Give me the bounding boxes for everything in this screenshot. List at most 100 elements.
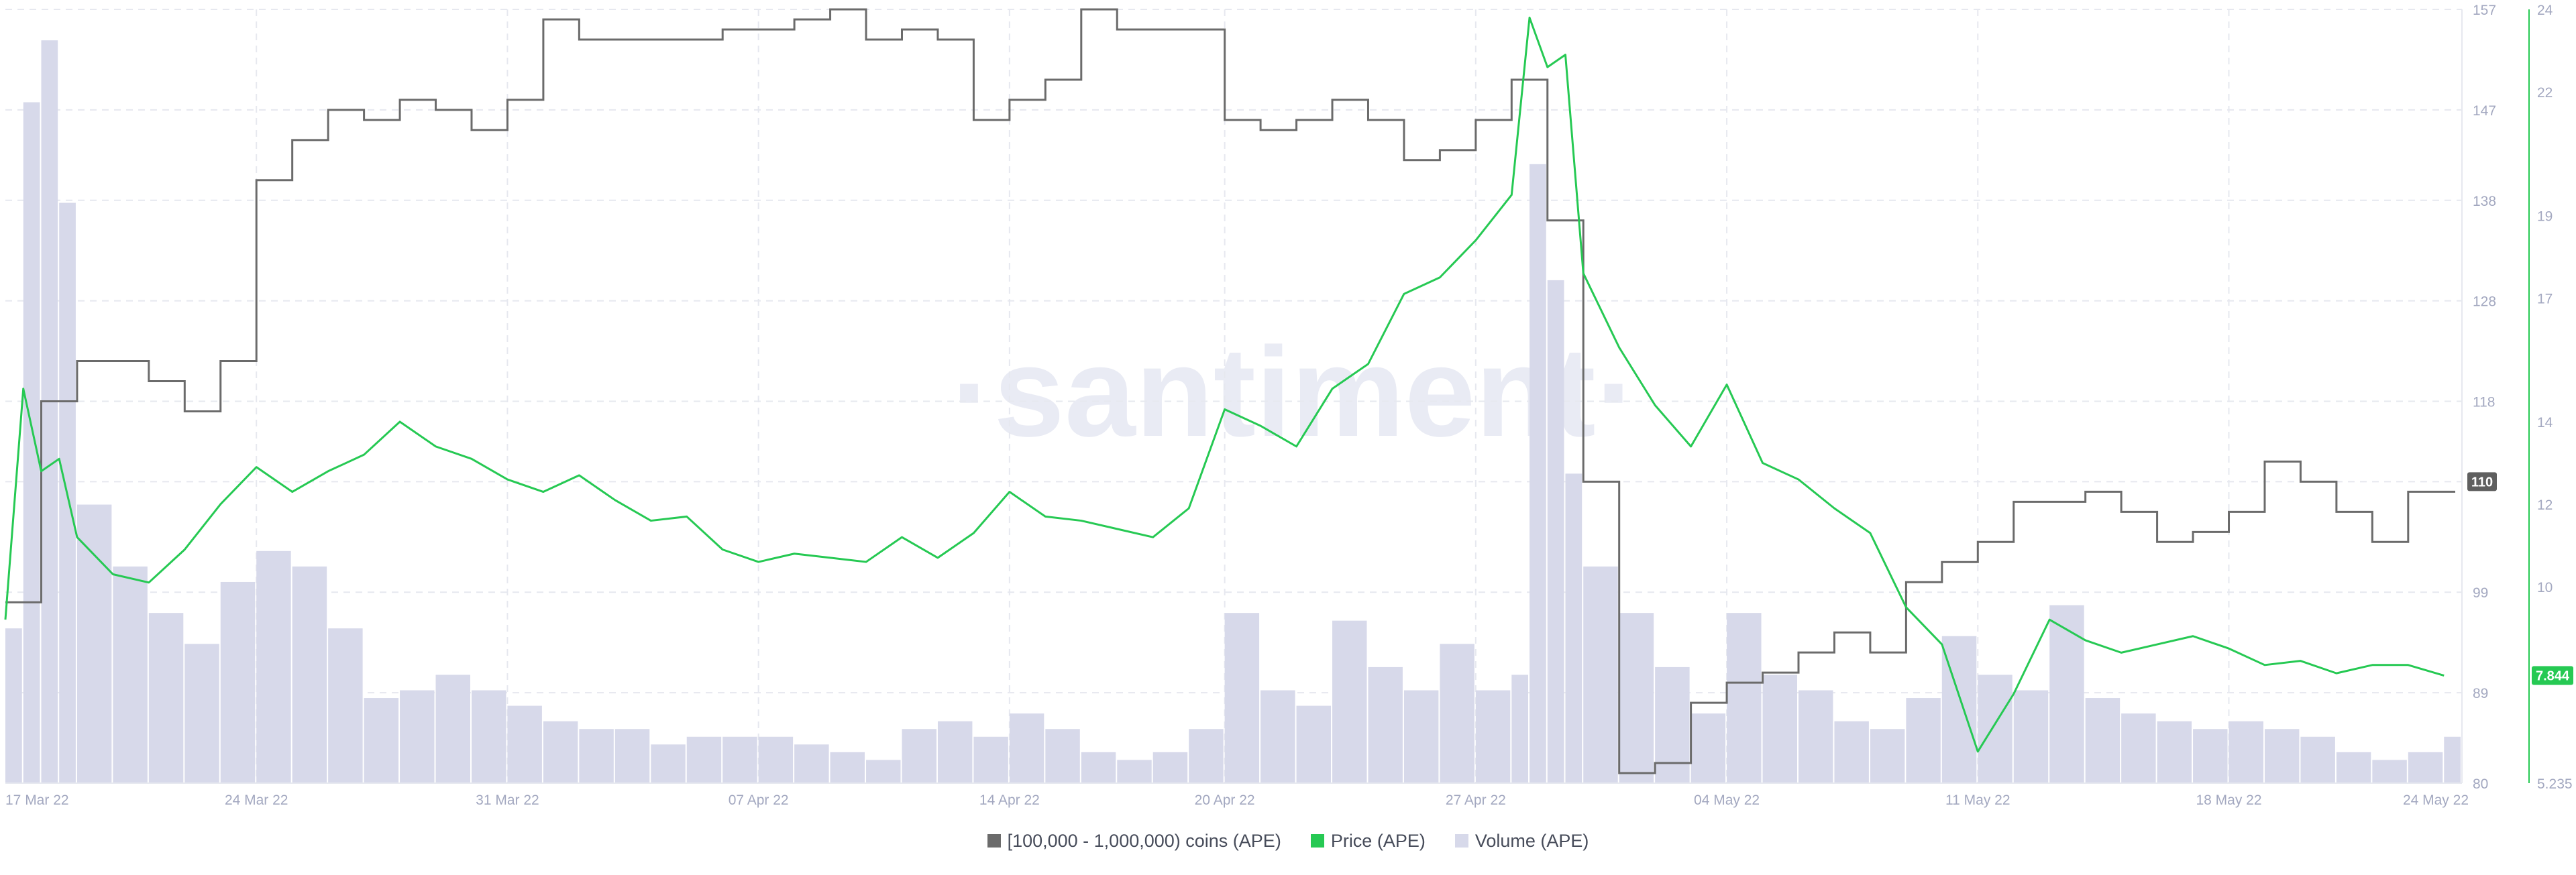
x-tick-label: 27 Apr 22 [1446, 793, 1506, 808]
holders-tick-label: 157 [2473, 3, 2496, 18]
volume-bar [148, 613, 184, 783]
volume-bar [1296, 705, 1332, 783]
x-tick-label: 07 Apr 22 [729, 793, 789, 808]
volume-bar [902, 729, 936, 783]
volume-bar [184, 644, 219, 783]
volume-bar [758, 736, 794, 783]
holders-tick-label: 128 [2473, 294, 2496, 310]
x-tick-label: 04 May 22 [1694, 793, 1760, 808]
volume-bar [2229, 721, 2263, 783]
volume-bar [1368, 666, 1403, 783]
volume-bar [1475, 690, 1511, 783]
volume-bar [1529, 164, 1546, 784]
x-tick-label: 31 Mar 22 [476, 793, 539, 808]
volume-bar [256, 550, 291, 783]
volume-bar [364, 698, 399, 783]
price-current-badge [2532, 666, 2573, 685]
volume-bar [1224, 613, 1260, 783]
axes: 17 Mar 22 24 Mar 22 31 Mar 22 07 Apr 22 14 A… [5, 3, 2573, 808]
holders-tick-label: 118 [2473, 394, 2495, 410]
volume-bar [1727, 613, 1762, 783]
holders-tick-label: 80 [2473, 776, 2488, 792]
x-tick-label: 18 May 22 [2196, 793, 2261, 808]
volume-bar [2444, 736, 2461, 783]
volume-bar [1583, 566, 1618, 783]
price-tick-label: 17 [2537, 291, 2553, 306]
volume-bar [1152, 752, 1188, 783]
volume-bar [722, 736, 757, 783]
volume-bar [614, 729, 650, 783]
volume-bar [1655, 666, 1690, 783]
holders-current-value: 110 [2471, 475, 2493, 489]
price-tick-label: 19 [2537, 209, 2553, 224]
volume-bar [471, 690, 506, 783]
x-tick-label: 17 Mar 22 [5, 793, 69, 808]
volume-bar [2193, 729, 2228, 783]
holders-tick-label: 99 [2473, 585, 2488, 601]
volume-bar [1332, 620, 1367, 783]
volume-bar [1834, 721, 1869, 783]
volume-bar [2300, 736, 2335, 783]
x-tick-label: 11 May 22 [1945, 793, 2010, 808]
volume-bar [2085, 698, 2121, 783]
volume-bar [579, 729, 614, 783]
volume-bar [435, 675, 470, 783]
volume-bar [1762, 675, 1797, 783]
volume-bar [41, 40, 58, 783]
legend-label-price: Price (APE) [1330, 830, 1426, 851]
volume-bar [1117, 760, 1152, 783]
volume-bar [292, 566, 327, 783]
volume-bar [113, 566, 148, 783]
volume-bar [400, 690, 435, 783]
x-tick-label: 20 Apr 22 [1195, 793, 1255, 808]
volume-bar [2408, 752, 2443, 783]
volume-bar [686, 736, 722, 783]
holders-tick-label: 138 [2473, 194, 2496, 209]
price-tick-label: 12 [2537, 498, 2553, 513]
legend-item-volume[interactable]: Volume (APE) [1454, 831, 1589, 852]
legend-swatch-holders [987, 834, 1001, 848]
price-tick-label: 24 [2537, 3, 2553, 18]
legend-label-holders: [100,000 - 1,000,000) coins (APE) [1007, 830, 1281, 851]
x-tick-label: 24 May 22 [2403, 793, 2469, 808]
volume-bar [5, 628, 22, 783]
volume-bar [1798, 690, 1833, 783]
volume-bar [2264, 729, 2300, 783]
legend: [100,000 - 1,000,000) coins (APE) Price … [0, 827, 2576, 854]
series-lines [4, 8, 2455, 774]
x-tick-label: 24 Mar 22 [225, 793, 288, 808]
volume-bar [866, 760, 901, 783]
legend-item-price[interactable]: Price (APE) [1310, 830, 1426, 852]
holders-current-badge [2467, 472, 2497, 491]
price-tick-label: 5.235 [2537, 776, 2573, 792]
volume-bar [651, 744, 686, 783]
volume-bar [23, 102, 40, 784]
volume-bar [507, 705, 542, 783]
volume-bar [1547, 280, 1564, 783]
holders-tick-label: 147 [2473, 103, 2496, 119]
legend-swatch-price [1310, 834, 1324, 848]
legend-item-holders[interactable]: [100,000 - 1,000,000) coins (APE) [987, 831, 1281, 852]
volume-bar [2049, 605, 2084, 783]
watermark: ·santiment· [951, 321, 1638, 463]
volume-bar [2121, 713, 2156, 783]
volume-bar [937, 721, 973, 783]
holders-series-line [5, 8, 2455, 774]
x-tick-label: 14 Apr 22 [979, 793, 1040, 808]
price-current-value: 7.844 [2536, 669, 2570, 684]
price-tick-label: 22 [2537, 85, 2553, 101]
volume-bar [1690, 713, 1726, 783]
volume-bar [1978, 675, 2012, 783]
volume-bar [1009, 713, 1044, 783]
volume-bar [543, 721, 578, 783]
volume-bar [1565, 473, 1582, 783]
volume-bar [1440, 644, 1474, 783]
volume-bar [794, 744, 829, 783]
volume-bar [2013, 690, 2049, 783]
volume-bar [973, 736, 1008, 783]
volume-bar [1403, 690, 1439, 783]
volume-bar [220, 581, 256, 783]
volume-bar [1045, 729, 1080, 783]
